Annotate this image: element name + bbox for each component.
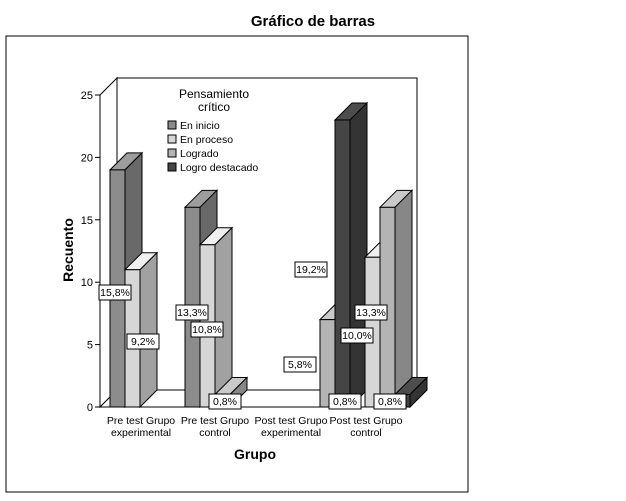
bar-side [139,251,158,409]
chart-title: Gráfico de barras [251,13,375,30]
data-label-text: 10,0% [342,330,372,342]
legend-item: Logro destacado [167,162,258,174]
data-label-box [190,321,224,338]
legend: Pensamiento crítico En inicio En proceso Log… [167,87,258,174]
data-label: 10,0% [340,327,374,344]
data-label-text: 9,2% [131,336,155,348]
data-label-box [294,261,328,278]
legend-item: En inicio [167,120,220,132]
legend-swatch [167,162,177,172]
y-tick-label: 20 [81,152,93,164]
y-tick-label: 0 [87,402,93,414]
data-label: 19,2% [294,261,328,278]
category-label: Pre test Grupo control [181,415,249,439]
data-labels: 15,8% 13,3% 0,8% 9,2% 10,8% 10,0% 0,8% 5,8% 13,3… [98,261,407,410]
legend-label: En proceso [180,134,233,146]
data-label-box [373,393,407,410]
x-axis-label: Grupo [234,446,276,462]
legend-swatch [167,134,177,144]
data-label-text: 13,3% [356,307,386,319]
data-label-text: 15,8% [100,287,130,299]
data-label-text: 0,8% [333,396,357,408]
data-label-box [283,356,317,373]
legend-item: En proceso [167,134,233,146]
legend-title: Pensamiento crítico [179,87,249,114]
data-label-box [175,304,209,321]
data-label-text: 10,8% [192,324,222,336]
data-label-box [340,327,374,344]
legend-label: En inicio [180,120,220,132]
data-label-box [126,333,160,350]
data-label-text: 19,2% [296,264,326,276]
y-axis: 0 5 10 15 20 25 [81,90,100,414]
bar-side [394,189,413,409]
bar [333,101,369,409]
data-label: 15,8% [98,284,132,301]
y-axis-label: Recuento [60,218,76,282]
y-tick-label: 15 [81,215,93,227]
category-label: Pre test Grupo experimental [107,415,175,439]
data-label: 13,3% [175,304,209,321]
data-label: 10,8% [190,321,224,338]
data-label-text: 13,3% [177,307,207,319]
data-label-text: 5,8% [288,359,312,371]
y-tick-label: 10 [81,277,93,289]
legend-item: Logrado [167,148,219,160]
category-label: Post test Grupo control [330,415,403,439]
bar-front [334,119,351,408]
category-label: Post test Grupo experimental [255,415,328,439]
legend-label: Logro destacado [180,162,258,174]
bar [378,189,414,409]
data-label-text: 0,8% [378,396,402,408]
data-label-box [354,304,388,321]
bar-side [349,101,368,409]
bar [123,251,159,409]
legend-label: Logrado [180,148,219,160]
legend-swatch [167,120,177,130]
data-label-text: 0,8% [213,396,237,408]
data-label-box [98,284,132,301]
data-label-box [328,393,362,410]
data-label: 0,8% [373,393,407,410]
y-tick-label: 25 [81,90,93,102]
data-label: 13,3% [354,304,388,321]
data-label: 0,8% [208,393,242,410]
data-label-box [208,393,242,410]
data-label: 5,8% [283,356,317,373]
data-label: 9,2% [126,333,160,350]
data-label: 0,8% [328,393,362,410]
y-tick-label: 5 [87,340,93,352]
legend-swatch [167,148,177,158]
